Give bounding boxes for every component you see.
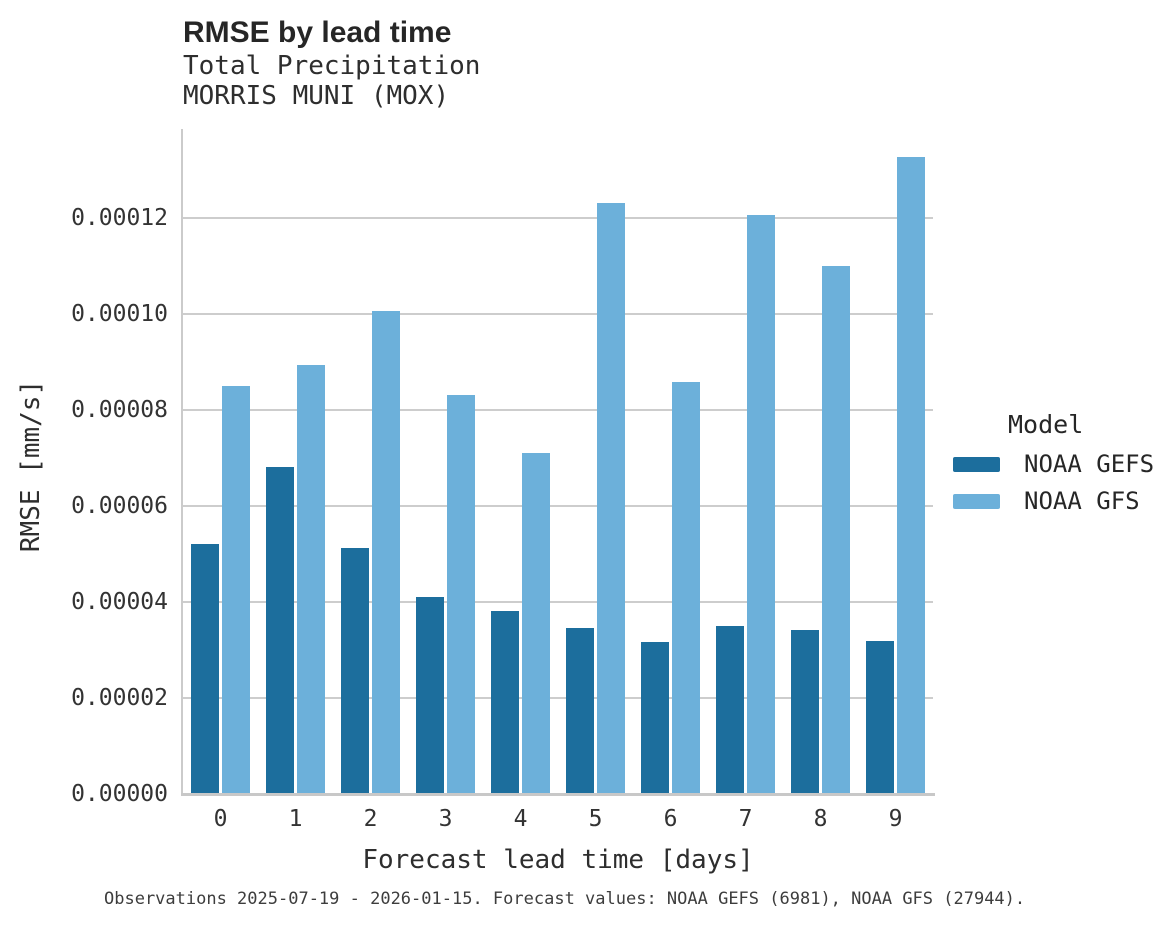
bar-noaa-gfs-day-9 [897, 157, 925, 793]
gridline [183, 312, 933, 315]
gridline [183, 696, 933, 699]
bar-noaa-gfs-day-7 [747, 214, 775, 793]
bar-noaa-gfs-day-1 [297, 364, 325, 793]
x-tick-label: 5 [588, 806, 603, 832]
bar-noaa-gfs-day-4 [522, 452, 550, 793]
y-tick-label: 0.00004 [71, 588, 168, 615]
gridline [183, 408, 933, 411]
legend-title: Model [1008, 410, 1084, 439]
legend-label: NOAA GFS [1024, 487, 1140, 515]
plot-area [181, 129, 935, 796]
legend-swatch-noaa-gfs [953, 493, 1000, 509]
x-axis-label: Forecast lead time [days] [362, 845, 754, 875]
bar-noaa-gfs-day-8 [822, 265, 850, 793]
bar-noaa-gefs-day-2 [341, 547, 369, 793]
y-tick-label: 0.00012 [71, 204, 168, 231]
chart-subtitle-line1: Total Precipitation [183, 51, 481, 81]
bar-noaa-gfs-day-5 [597, 203, 625, 793]
gridline [183, 216, 933, 219]
legend: Model NOAA GEFS NOAA GFS [953, 410, 1154, 523]
bar-noaa-gefs-day-9 [866, 641, 894, 793]
bar-noaa-gefs-day-8 [791, 630, 819, 793]
y-tick-label: 0.00002 [71, 684, 168, 711]
x-tick-label: 8 [813, 806, 828, 832]
legend-swatch-noaa-gefs [953, 456, 1000, 472]
bar-noaa-gfs-day-0 [222, 385, 250, 793]
x-tick-label: 4 [513, 806, 528, 832]
x-tick-label: 2 [363, 806, 378, 832]
bar-noaa-gefs-day-7 [716, 625, 744, 793]
gridline [183, 600, 933, 603]
chart-subtitle: Total Precipitation MORRIS MUNI (MOX) [183, 51, 480, 111]
legend-label: NOAA GEFS [1024, 450, 1155, 478]
y-tick-label: 0.00000 [71, 781, 168, 807]
bar-noaa-gefs-day-0 [191, 544, 219, 793]
x-tick-label: 1 [288, 806, 303, 832]
bar-noaa-gfs-day-3 [447, 395, 475, 793]
legend-entry: NOAA GEFS [953, 449, 1154, 479]
caption: Observations 2025-07-19 - 2026-01-15. Fo… [104, 889, 1026, 909]
legend-entry: NOAA GFS [953, 486, 1154, 516]
chart-subtitle-line2: MORRIS MUNI (MOX) [183, 81, 450, 111]
bar-noaa-gfs-day-2 [372, 310, 400, 793]
gridline [183, 504, 933, 507]
chart-title: RMSE by lead time [183, 16, 452, 49]
bar-noaa-gefs-day-1 [266, 466, 294, 793]
y-axis-spine [181, 129, 183, 796]
x-tick-label: 9 [888, 806, 903, 832]
x-tick-label: 7 [738, 806, 753, 832]
bar-noaa-gefs-day-4 [491, 610, 519, 793]
y-tick-label: 0.00006 [71, 492, 168, 519]
bar-noaa-gfs-day-6 [672, 382, 700, 793]
x-tick-label: 0 [213, 806, 228, 832]
x-tick-label: 3 [438, 806, 453, 832]
bar-noaa-gefs-day-5 [566, 627, 594, 793]
y-tick-label: 0.00008 [71, 396, 168, 423]
bar-noaa-gefs-day-3 [416, 597, 444, 793]
bar-noaa-gefs-day-6 [641, 642, 669, 793]
x-axis-spine [181, 793, 935, 796]
y-tick-label: 0.00010 [71, 300, 168, 327]
x-tick-label: 6 [663, 806, 678, 832]
